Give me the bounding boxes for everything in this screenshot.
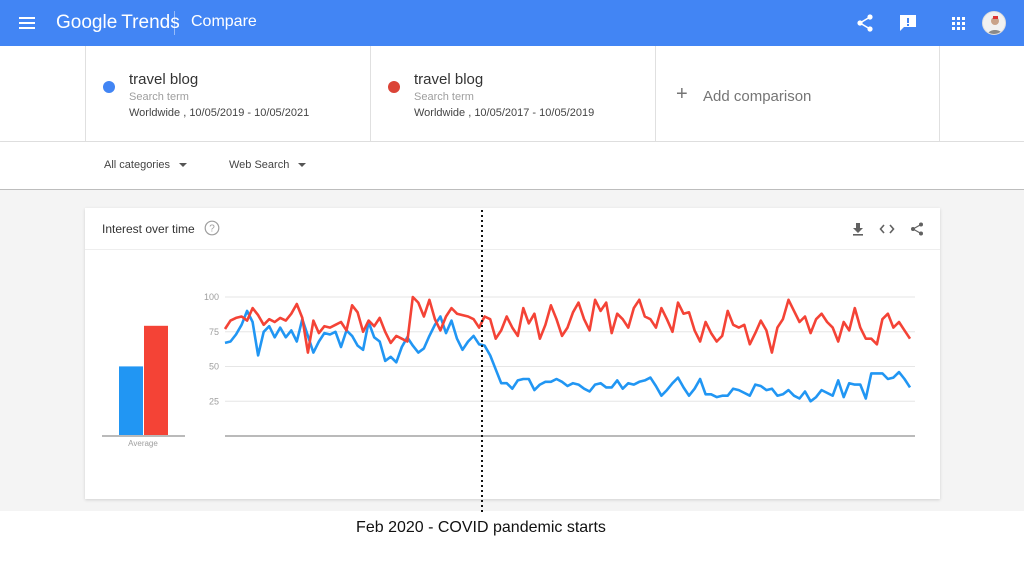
- chevron-down-icon: [179, 163, 188, 168]
- search-type-dropdown[interactable]: Web Search: [229, 159, 307, 171]
- svg-text:?: ?: [209, 224, 215, 235]
- term-card-1[interactable]: travel blog Search term Worldwide , 10/0…: [85, 46, 370, 142]
- term-2-name: travel blog: [414, 71, 484, 88]
- interest-over-time-card: Interest over time ?: [85, 208, 940, 499]
- add-comparison-button[interactable]: + Add comparison: [655, 46, 940, 142]
- top-app-bar: Google Trends Compare: [0, 0, 1024, 46]
- annotation-label: Feb 2020 - COVID pandemic starts: [356, 519, 606, 536]
- comparison-terms: travel blog Search term Worldwide , 10/0…: [0, 46, 1024, 142]
- term-2-range: Worldwide , 10/05/2017 - 10/05/2019: [414, 107, 595, 119]
- filter-bar: All categories Web Search: [0, 142, 1024, 190]
- plus-icon: +: [676, 83, 688, 105]
- avatar[interactable]: [982, 11, 1006, 35]
- google-trends-logo[interactable]: Google Trends: [56, 12, 180, 34]
- embed-icon[interactable]: [879, 221, 895, 237]
- term-1-range: Worldwide , 10/05/2019 - 10/05/2021: [129, 107, 310, 119]
- logo-trends-text: Trends: [121, 12, 180, 33]
- term-1-name: travel blog: [129, 71, 199, 88]
- card-divider: [85, 249, 940, 250]
- page-title: Compare: [191, 13, 257, 30]
- avatar-image: [987, 16, 1003, 34]
- feedback-icon[interactable]: [897, 12, 919, 34]
- term-2-type: Search term: [414, 91, 474, 103]
- term-1-type: Search term: [129, 91, 189, 103]
- share-icon[interactable]: [909, 221, 925, 237]
- term-2-color-dot: [388, 81, 400, 93]
- help-icon[interactable]: ?: [204, 220, 220, 236]
- term-1-color-dot: [103, 81, 115, 93]
- term-card-2[interactable]: travel blog Search term Worldwide , 10/0…: [370, 46, 655, 142]
- logo-google-text: Google: [56, 12, 118, 33]
- download-icon[interactable]: [850, 221, 866, 237]
- category-dropdown-label: All categories: [104, 159, 171, 171]
- share-icon[interactable]: [854, 12, 876, 34]
- category-dropdown[interactable]: All categories: [104, 159, 188, 171]
- apps-icon[interactable]: [947, 12, 969, 34]
- card-title: Interest over time: [102, 222, 195, 236]
- header-divider: [174, 11, 175, 35]
- chevron-down-icon: [298, 163, 307, 168]
- add-comparison-label: Add comparison: [703, 88, 812, 105]
- search-type-dropdown-label: Web Search: [229, 159, 290, 171]
- menu-icon[interactable]: [17, 13, 37, 33]
